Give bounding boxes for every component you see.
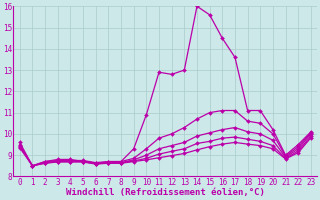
X-axis label: Windchill (Refroidissement éolien,°C): Windchill (Refroidissement éolien,°C) <box>66 188 265 197</box>
